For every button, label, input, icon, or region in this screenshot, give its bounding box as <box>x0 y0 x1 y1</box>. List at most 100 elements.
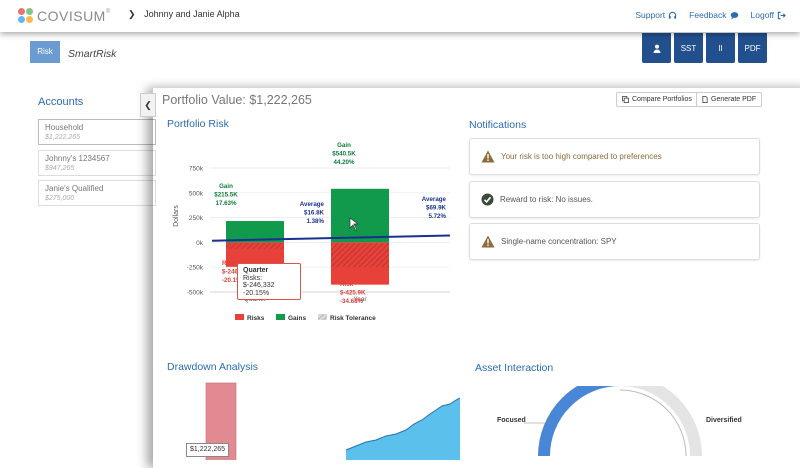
sign-out-icon <box>777 11 786 19</box>
y-tick-label: -250k <box>187 265 204 272</box>
account-janie[interactable]: Janie's Qualified $275,000 <box>38 180 156 206</box>
data-label: 17.63% <box>216 200 237 207</box>
asset-interaction-title: Asset Interaction <box>475 362 554 374</box>
risk-tolerance-hatch <box>226 242 284 249</box>
data-label: 44.20% <box>334 159 355 166</box>
drawdown-line <box>345 397 460 451</box>
y-tick-label: 250k <box>189 215 204 222</box>
account-value: $1,222,265 <box>45 134 81 141</box>
data-label: Average <box>422 196 447 203</box>
notification-text: Your risk is too high compared to prefer… <box>501 152 662 161</box>
logo-icon <box>18 8 34 24</box>
copy-icon <box>622 96 629 103</box>
drawdown-area <box>346 398 460 460</box>
y-tick-label: 500k <box>189 190 204 197</box>
portfolio-risk-title: Portfolio Risk <box>167 118 229 130</box>
notification-reward-risk: Reward to risk: No issues. <box>469 181 760 218</box>
mouse-cursor-icon <box>349 217 360 232</box>
support-label: Support <box>635 10 666 20</box>
y-axis-ticks: 750k 500k 250k 0k -250k -500k <box>187 166 204 297</box>
toolbar: SST II PDF <box>642 33 767 63</box>
notification-text: Reward to risk: No issues. <box>500 195 593 204</box>
data-label: $540.5K <box>332 151 356 158</box>
compare-portfolios-button[interactable]: Compare Portfolios <box>616 92 698 107</box>
tooltip-line2: -20.15% <box>243 290 270 297</box>
logoff-link[interactable]: Logoff <box>751 10 786 20</box>
drawdown-value-label: $1,222,265 <box>186 443 230 457</box>
support-link[interactable]: Support <box>635 10 677 20</box>
data-label: -20.15% <box>222 277 246 284</box>
tooltip-line1: Risks: $-246,332 <box>243 275 275 289</box>
data-label: Gain <box>337 142 351 149</box>
account-household[interactable]: Household $1,222,265 <box>38 119 156 145</box>
y-axis-label: Dollars <box>173 205 180 227</box>
generate-pdf-label: Generate PDF <box>711 96 757 103</box>
y-tick-label: 0k <box>196 240 204 247</box>
sst-button[interactable]: SST <box>674 33 703 63</box>
account-value: $947,265 <box>45 165 75 172</box>
chart-tooltip: Quarter Risks: $-246,332 -20.15% <box>237 263 301 300</box>
profile-button[interactable] <box>642 33 671 63</box>
account-name: Johnny's 1234567 <box>45 154 110 163</box>
data-label: Average <box>300 201 325 208</box>
top-links: Support Feedback Logoff <box>635 10 786 20</box>
legend-label: Risk Tolerance <box>330 315 376 322</box>
feedback-label: Feedback <box>689 10 727 20</box>
risk-tab[interactable]: Risk <box>30 41 60 63</box>
data-label: $69.9K <box>426 205 446 212</box>
logoff-label: Logoff <box>750 10 774 20</box>
feedback-link[interactable]: Feedback <box>689 10 738 20</box>
generate-pdf-button[interactable]: Generate PDF <box>696 92 763 107</box>
warning-icon <box>481 235 495 248</box>
gain-bar <box>331 188 389 243</box>
diversified-arc <box>619 386 702 456</box>
y-tick-label: 750k <box>189 166 204 173</box>
bars <box>211 188 451 285</box>
data-label: $-246.3K <box>222 269 248 276</box>
page-title: SmartRisk <box>68 48 117 60</box>
focused-label: Focused <box>497 417 526 424</box>
compare-portfolios-label: Compare Portfolios <box>632 96 692 103</box>
check-circle-icon <box>481 193 494 206</box>
data-label: Risk <box>340 281 354 288</box>
data-label: Gain <box>219 183 233 190</box>
chevron-left-icon: ❮ <box>144 99 152 110</box>
portfolio-value: Portfolio Value: $1,222,265 <box>162 93 312 107</box>
data-label: Risk <box>222 260 236 267</box>
account-johnny[interactable]: Johnny's 1234567 $947,265 <box>38 150 156 176</box>
notification-concentration: Single-name concentration: SPY <box>469 223 760 260</box>
account-name: Janie's Qualified <box>45 184 104 193</box>
drawdown-title: Drawdown Analysis <box>167 361 259 373</box>
data-label: 1.38% <box>306 218 324 225</box>
diversified-label: Diversified <box>706 417 742 424</box>
notification-text: Single-name concentration: SPY <box>501 237 617 246</box>
logo-text: COVISUM <box>37 8 106 24</box>
average-line <box>211 234 451 242</box>
collapse-sidebar-button[interactable]: ❮ <box>140 93 156 117</box>
logo[interactable]: COVISUM ® <box>18 8 110 24</box>
risk-tolerance-hatch <box>331 243 389 268</box>
tooltip-title: Quarter <box>243 267 269 274</box>
legend-swatch <box>276 314 285 320</box>
legend-label: Gains <box>288 315 306 322</box>
top-bar: COVISUM ® ❯ Johnny and Janie Alpha Suppo… <box>0 0 800 32</box>
notifications-title: Notifications <box>469 119 527 131</box>
legend-swatch <box>318 314 327 320</box>
legend-swatch <box>235 314 244 320</box>
gain-bar <box>226 221 284 243</box>
headset-icon <box>668 11 677 19</box>
chevron-right-icon: ❯ <box>128 9 136 19</box>
registered-mark: ® <box>105 9 111 15</box>
pdf-button[interactable]: PDF <box>738 33 767 63</box>
breadcrumb-client[interactable]: Johnny and Janie Alpha <box>144 9 240 19</box>
data-label: $215.5K <box>214 192 238 199</box>
file-icon <box>702 96 708 103</box>
comment-icon <box>730 11 738 20</box>
inner-arc <box>619 389 687 456</box>
focused-arc <box>538 386 621 456</box>
asset-interaction-chart <box>524 386 702 456</box>
ii-button[interactable]: II <box>706 33 735 63</box>
notification-risk-high: Your risk is too high compared to prefer… <box>469 138 760 175</box>
account-value: $275,000 <box>45 195 75 202</box>
